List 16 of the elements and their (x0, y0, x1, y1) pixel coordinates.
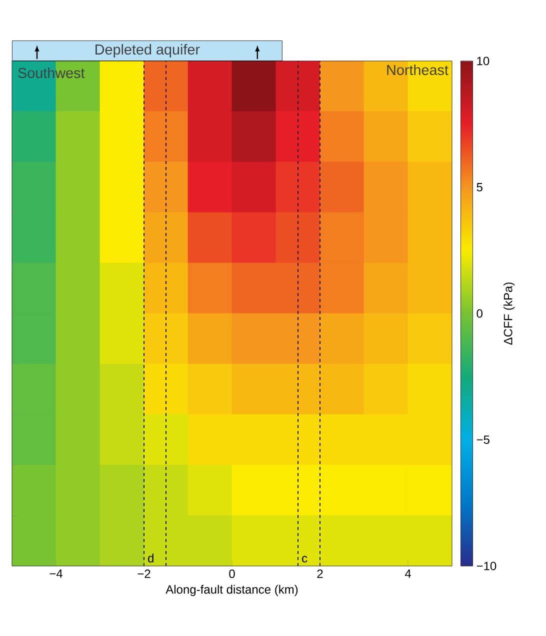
ref-line-label: c (302, 556, 308, 562)
text: Depleted aquifer (96, 44, 200, 58)
x-tick-label: 2 (317, 570, 323, 578)
x-tick-label: 4 (404, 570, 411, 578)
ref-line-label: d (148, 554, 154, 562)
x-tick-label: 0 (229, 570, 235, 578)
x-tick-label: −4 (50, 570, 62, 578)
color-bar-label: 0 (476, 309, 482, 318)
annotation: Northeast (387, 64, 448, 76)
color-bar-label: 10 (477, 56, 490, 66)
x-axis-title: Along-fault distance (km) (166, 584, 298, 596)
color-bar-label: −10 (476, 562, 496, 570)
color-bar-label: 5 (476, 183, 482, 192)
color-bar-title: ΔCFF (kPa) (504, 282, 515, 345)
color-bar-label: −5 (476, 436, 490, 444)
x-tick-label: −2 (138, 570, 150, 578)
